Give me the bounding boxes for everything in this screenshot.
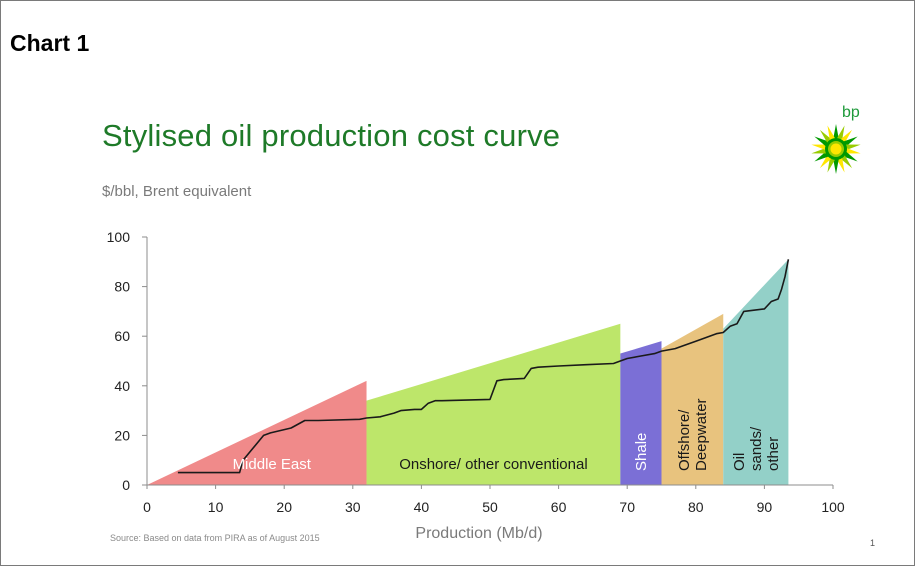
region-3 [661,313,724,485]
y-tick-label: 100 [107,229,131,245]
y-tick-label: 0 [122,477,130,493]
region-label: Shale [633,433,650,471]
x-tick-label: 20 [276,499,292,515]
curve-layer [177,259,790,474]
regions-layer [147,259,789,485]
x-axis-label: Production (Mb/d) [415,525,542,542]
y-tick-label: 80 [114,279,130,295]
region-label: Offshore/Deepwater [676,398,710,471]
axes-layer: 0 20 40 60 80 100 0 10 20 30 40 50 60 70 80 90 100 [107,229,845,515]
bp-helios-petal [827,125,836,142]
x-tick-label: 100 [821,499,845,515]
x-tick-label: 10 [208,499,224,515]
chart-subtitle: $/bbl, Brent equivalent [102,183,252,200]
source-note: Source: Based on data from PIRA as of Au… [110,533,320,543]
y-tick-label: 40 [114,378,130,394]
bp-helios-petal [844,147,861,154]
y-tick-label: 60 [114,328,130,344]
x-tick-label: 50 [482,499,498,515]
x-tick-label: 30 [345,499,361,515]
x-tick-label: 40 [414,499,430,515]
region-2 [620,341,662,485]
region-0 [147,380,367,485]
y-tick-label: 20 [114,427,130,443]
x-tick-label: 90 [757,499,773,515]
bp-helios-petal [811,144,828,151]
page-number: 1 [870,538,876,548]
bp-helios-petal [833,158,839,174]
x-tick-label: 0 [143,499,151,515]
cost-curve-line [177,259,790,474]
bp-helios-icon [811,124,861,174]
bp-logo-text: bp [842,104,860,121]
region-1 [366,323,621,485]
bp-helios-petal [836,125,845,142]
bp-helios-petal [814,136,830,148]
region-label: Onshore/ other conventional [399,456,587,473]
x-tick-label: 70 [619,499,635,515]
region-label: Oilsands/other [731,426,782,471]
page-heading: Chart 1 [10,30,90,56]
x-tick-label: 80 [688,499,704,515]
chart-title: Stylised oil production cost curve [102,118,561,153]
bp-helios-petal [814,150,830,162]
region-label: Middle East [233,456,312,473]
bp-helios-petal [842,150,858,162]
x-tick-label: 60 [551,499,567,515]
bp-helios-petal [842,136,858,148]
bp-helios-petal [833,124,839,140]
bp-helios-petal [827,156,836,173]
region-4 [723,259,789,485]
region-labels-layer: Middle East Onshore/ other conventional Sh… [233,398,782,473]
